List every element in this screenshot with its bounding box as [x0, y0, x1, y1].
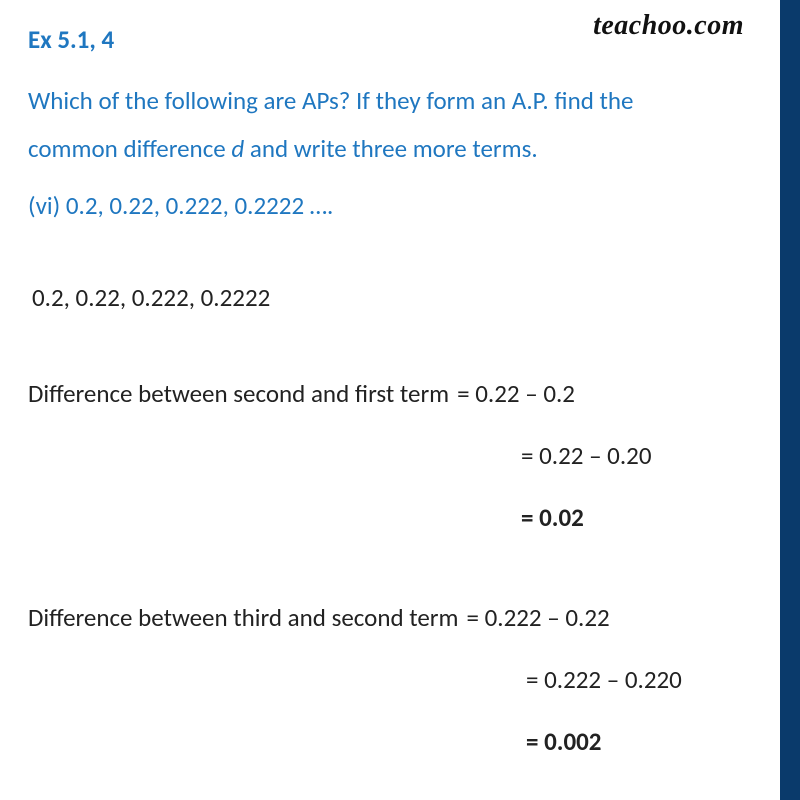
- diff2-eq2: = 0.222 – 0.220: [28, 660, 752, 700]
- diff2-eq1: = 0.222 – 0.22: [459, 598, 610, 638]
- difference-block-1: Difference between second and first term…: [28, 374, 752, 538]
- side-stripe: [780, 0, 800, 800]
- document-page: teachoo.com Ex 5.1, 4 Which of the follo…: [0, 0, 780, 800]
- diff1-row: Difference between second and first term…: [28, 374, 752, 414]
- diff1-label: Difference between second and first term: [28, 374, 449, 414]
- diff1-eq1: = 0.22 – 0.2: [449, 374, 575, 414]
- diff1-eq2: = 0.22 – 0.20: [28, 436, 752, 476]
- diff2-label: Difference between third and second term: [28, 598, 459, 638]
- question-line-2a: common difference: [28, 133, 231, 164]
- question-line-1: Which of the following are APs? If they …: [28, 85, 633, 116]
- brand-watermark: teachoo.com: [593, 10, 744, 42]
- sub-item: (vi) 0.2, 0.22, 0.222, 0.2222 ….: [28, 182, 752, 230]
- question-variable-d: d: [231, 133, 244, 164]
- diff2-row: Difference between third and second term…: [28, 598, 752, 638]
- sequence-line: 0.2, 0.22, 0.222, 0.2222: [28, 278, 752, 318]
- diff2-eq3: = 0.002: [28, 722, 752, 762]
- question-line-2b: and write three more terms.: [244, 133, 537, 164]
- question-text: Which of the following are APs? If they …: [28, 77, 752, 172]
- difference-block-2: Difference between third and second term…: [28, 598, 752, 762]
- diff1-eq3: = 0.02: [28, 498, 752, 538]
